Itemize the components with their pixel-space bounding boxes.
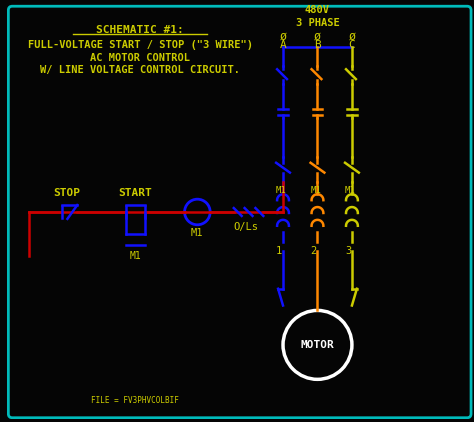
Text: STOP: STOP [53,188,80,198]
Text: 1: 1 [276,246,282,257]
Text: SCHEMATIC #1:: SCHEMATIC #1: [96,25,184,35]
Text: 3: 3 [345,246,351,257]
Text: START: START [118,188,152,198]
Text: M1: M1 [310,187,321,195]
Text: M1: M1 [276,187,286,195]
Text: O/Ls: O/Ls [233,222,258,232]
Text: AC MOTOR CONTROL: AC MOTOR CONTROL [90,52,190,62]
Text: 480V
3 PHASE: 480V 3 PHASE [296,5,339,28]
Text: M1: M1 [345,187,356,195]
Text: 2: 2 [310,246,317,257]
Text: ø: ø [348,30,356,43]
Text: B: B [314,40,321,50]
Text: MOTOR: MOTOR [301,340,334,350]
Text: M1: M1 [191,228,204,238]
Text: ø: ø [314,30,321,43]
Text: FILE = FV3PHVCOLBIF: FILE = FV3PHVCOLBIF [91,396,179,405]
Text: W/ LINE VOLTAGE CONTROL CIRCUIT.: W/ LINE VOLTAGE CONTROL CIRCUIT. [40,65,240,75]
Text: C: C [348,40,356,50]
Text: ø: ø [280,30,287,43]
Text: M1: M1 [129,252,141,261]
Text: FULL-VOLTAGE START / STOP ("3 WIRE"): FULL-VOLTAGE START / STOP ("3 WIRE") [28,40,253,50]
Text: A: A [280,40,286,50]
